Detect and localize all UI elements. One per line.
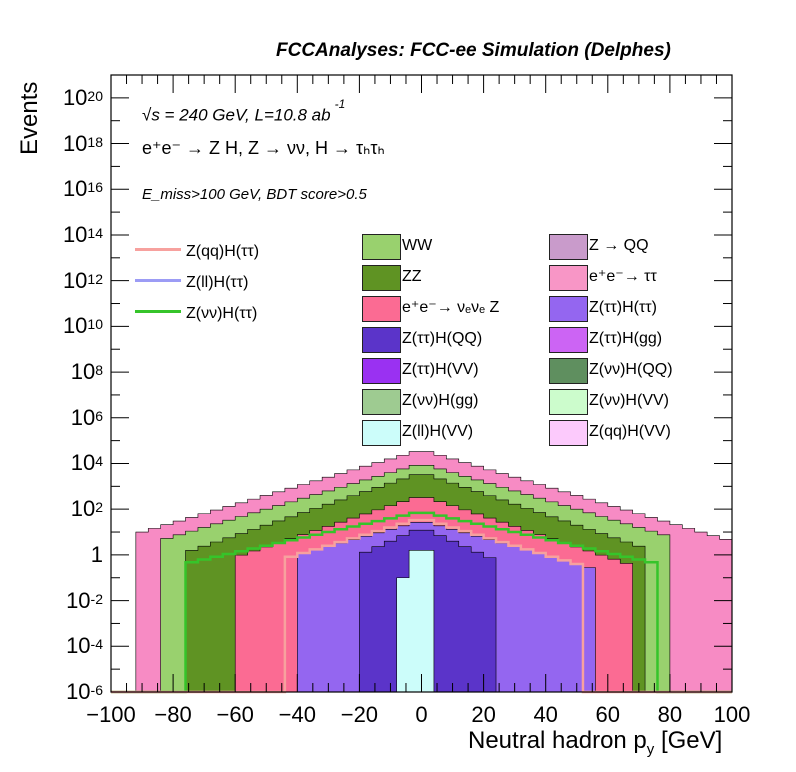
y-tick-label: 1018 [62,130,103,156]
legend-swatch [362,358,401,384]
process-annotation: e⁺e⁻ → Z H, Z → νν, H → τₕτₕ [142,138,385,158]
y-tick-label: 10-6 [66,679,103,704]
legend-label: ZZ [402,268,422,285]
y-tick-label: 1 [90,541,103,567]
x-axis-label: Neutral hadron py [GeV] [468,727,723,758]
legend-swatch [135,248,181,251]
legend-swatch [362,420,401,446]
y-tick-label: 104 [70,450,103,476]
legend-swatch [549,265,588,291]
x-tick-label: −80 [154,702,192,727]
stacked-histograms [111,451,733,693]
signal-line-0 [111,511,732,694]
legend-swatch [362,389,401,415]
legend-swatch [549,296,588,322]
legend-swatch [362,327,401,353]
x-tick-label: 0 [415,702,428,727]
x-tick-label: 80 [657,702,683,727]
chart-title: FCCAnalyses: FCC-ee Simulation (Delphes) [276,40,671,61]
x-tick-label: −100 [86,702,136,727]
x-tick-label: −20 [340,702,379,727]
legend-swatch [135,279,181,282]
legend-swatch [362,234,401,260]
legend-label: Z(qq)H(ττ) [186,243,260,260]
y-tick-label: 108 [70,359,103,385]
y-tick-label: 1014 [62,221,103,247]
legend-swatch [549,327,588,353]
legend-label: Z(ττ)H(QQ) [402,330,483,347]
x-tick-label: 60 [595,702,621,727]
y-tick-label: 1016 [62,176,103,202]
x-tick-label: 20 [471,702,496,727]
legend-label: Z(νν)H(gg) [402,392,479,409]
legend-label: Z(ll)H(ττ) [186,274,249,291]
legend-label: e⁺e⁻→ ττ [589,268,657,285]
legend-label: Z(ττ)H(ττ) [589,299,657,316]
energy-annotation: √s = 240 GeV, L=10.8 ab-1 [142,97,345,126]
legend-label: Z → QQ [589,237,649,254]
legend-label: WW [402,237,433,254]
x-tick-label: −60 [216,702,254,727]
axis-ticks [110,74,733,693]
legend-swatch [549,389,588,415]
legend-label: Z(νν)H(ττ) [186,305,258,322]
legend-label: Z(ττ)H(VV) [402,361,479,378]
x-tick-label: 100 [713,702,751,727]
legend-label: Z(νν)H(VV) [589,392,669,409]
legend-swatch [362,265,401,291]
y-tick-label: 10-4 [66,633,103,659]
y-tick-label: 10-2 [66,587,103,613]
legend-label: Z(qq)H(VV) [589,423,671,440]
y-tick-label: 1012 [62,267,103,293]
y-tick-label: 1010 [62,313,103,339]
legend-label: Z(ll)H(VV) [402,423,474,440]
legend-label: e⁺e⁻→ νₑνₑ Z [402,299,500,316]
legend-label: Z(ττ)H(gg) [589,330,663,347]
legend-swatch [549,420,588,446]
legend-swatch [549,234,588,260]
legend-label: Z(νν)H(QQ) [589,361,673,378]
y-tick-label: 106 [70,404,103,430]
y-tick-label: 1020 [62,84,103,110]
legend-swatch [362,296,401,322]
energy-sup: -1 [334,97,346,111]
energy-text: √s = 240 GeV, L=10.8 ab [142,105,331,125]
cut-annotation: E_miss>100 GeV, BDT score>0.5 [142,186,367,203]
legend-swatch [135,310,181,313]
legend-swatch [549,358,588,384]
x-tick-label: −40 [278,702,316,727]
y-tick-label: 102 [70,496,103,522]
x-tick-label: 40 [533,702,558,727]
